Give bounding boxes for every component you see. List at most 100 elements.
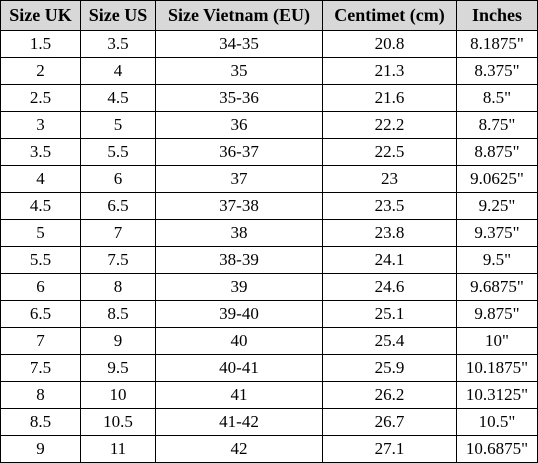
header-centimet: Centimet (cm) [322, 0, 457, 31]
table-body: 1.5 3.5 34-35 20.8 8.1875" 2 4 35 21.3 8… [0, 30, 538, 463]
cell-centimet: 23.5 [322, 192, 457, 220]
cell-inches: 8.75" [456, 111, 538, 139]
cell-size-uk: 4.5 [0, 192, 81, 220]
cell-inches: 9.875" [456, 300, 538, 328]
cell-size-us: 5 [80, 111, 156, 139]
header-row: Size UK Size US Size Vietnam (EU) Centim… [0, 0, 538, 31]
table-row: 2.5 4.5 35-36 21.6 8.5" [0, 84, 538, 112]
cell-size-uk: 5.5 [0, 246, 81, 274]
cell-inches: 9.0625" [456, 165, 538, 193]
table-row: 5 7 38 23.8 9.375" [0, 219, 538, 247]
cell-centimet: 21.6 [322, 84, 457, 112]
cell-size-eu: 41 [155, 381, 323, 409]
cell-centimet: 23 [322, 165, 457, 193]
cell-size-uk: 7 [0, 327, 81, 355]
cell-size-uk: 5 [0, 219, 81, 247]
cell-inches: 10.3125" [456, 381, 538, 409]
header-inches: Inches [456, 0, 538, 31]
cell-size-eu: 35 [155, 57, 323, 85]
cell-size-eu: 42 [155, 435, 323, 463]
table-header: Size UK Size US Size Vietnam (EU) Centim… [0, 0, 538, 31]
cell-centimet: 24.6 [322, 273, 457, 301]
cell-size-uk: 2.5 [0, 84, 81, 112]
table-row: 4.5 6.5 37-38 23.5 9.25" [0, 192, 538, 220]
table-row: 4 6 37 23 9.0625" [0, 165, 538, 193]
cell-centimet: 25.1 [322, 300, 457, 328]
header-size-us: Size US [80, 0, 156, 31]
cell-inches: 9.25" [456, 192, 538, 220]
cell-centimet: 26.2 [322, 381, 457, 409]
cell-size-us: 8.5 [80, 300, 156, 328]
cell-size-uk: 3 [0, 111, 81, 139]
cell-centimet: 26.7 [322, 408, 457, 436]
cell-centimet: 24.1 [322, 246, 457, 274]
cell-centimet: 21.3 [322, 57, 457, 85]
table-row: 8 10 41 26.2 10.3125" [0, 381, 538, 409]
cell-size-eu: 37-38 [155, 192, 323, 220]
table-row: 7.5 9.5 40-41 25.9 10.1875" [0, 354, 538, 382]
cell-size-eu: 36-37 [155, 138, 323, 166]
cell-size-us: 6 [80, 165, 156, 193]
cell-inches: 8.375" [456, 57, 538, 85]
table-row: 9 11 42 27.1 10.6875" [0, 435, 538, 463]
cell-size-us: 10.5 [80, 408, 156, 436]
cell-inches: 10.6875" [456, 435, 538, 463]
cell-inches: 9.6875" [456, 273, 538, 301]
cell-size-us: 9 [80, 327, 156, 355]
table-row: 3.5 5.5 36-37 22.5 8.875" [0, 138, 538, 166]
cell-size-uk: 9 [0, 435, 81, 463]
table-row: 3 5 36 22.2 8.75" [0, 111, 538, 139]
table-row: 7 9 40 25.4 10" [0, 327, 538, 355]
table-row: 6 8 39 24.6 9.6875" [0, 273, 538, 301]
table-row: 1.5 3.5 34-35 20.8 8.1875" [0, 30, 538, 58]
table-row: 5.5 7.5 38-39 24.1 9.5" [0, 246, 538, 274]
cell-size-us: 8 [80, 273, 156, 301]
header-size-uk: Size UK [0, 0, 81, 31]
cell-size-uk: 2 [0, 57, 81, 85]
cell-size-uk: 6.5 [0, 300, 81, 328]
cell-inches: 10.1875" [456, 354, 538, 382]
cell-size-uk: 8 [0, 381, 81, 409]
cell-centimet: 27.1 [322, 435, 457, 463]
cell-inches: 8.875" [456, 138, 538, 166]
cell-inches: 10.5" [456, 408, 538, 436]
table-row: 6.5 8.5 39-40 25.1 9.875" [0, 300, 538, 328]
cell-size-us: 5.5 [80, 138, 156, 166]
cell-size-eu: 38-39 [155, 246, 323, 274]
cell-centimet: 20.8 [322, 30, 457, 58]
cell-size-eu: 40-41 [155, 354, 323, 382]
cell-inches: 9.5" [456, 246, 538, 274]
cell-centimet: 25.4 [322, 327, 457, 355]
table-row: 8.5 10.5 41-42 26.7 10.5" [0, 408, 538, 436]
cell-size-us: 11 [80, 435, 156, 463]
cell-size-us: 6.5 [80, 192, 156, 220]
cell-inches: 10" [456, 327, 538, 355]
cell-centimet: 22.2 [322, 111, 457, 139]
cell-size-uk: 8.5 [0, 408, 81, 436]
cell-centimet: 22.5 [322, 138, 457, 166]
cell-size-eu: 37 [155, 165, 323, 193]
cell-size-uk: 4 [0, 165, 81, 193]
cell-size-eu: 40 [155, 327, 323, 355]
cell-size-uk: 6 [0, 273, 81, 301]
cell-size-eu: 34-35 [155, 30, 323, 58]
cell-size-uk: 7.5 [0, 354, 81, 382]
cell-size-eu: 36 [155, 111, 323, 139]
cell-size-eu: 39 [155, 273, 323, 301]
cell-size-us: 9.5 [80, 354, 156, 382]
cell-size-uk: 3.5 [0, 138, 81, 166]
cell-inches: 8.1875" [456, 30, 538, 58]
cell-size-eu: 35-36 [155, 84, 323, 112]
cell-size-us: 4 [80, 57, 156, 85]
table-row: 2 4 35 21.3 8.375" [0, 57, 538, 85]
cell-size-eu: 38 [155, 219, 323, 247]
cell-size-us: 3.5 [80, 30, 156, 58]
cell-size-eu: 39-40 [155, 300, 323, 328]
cell-inches: 8.5" [456, 84, 538, 112]
cell-size-us: 7.5 [80, 246, 156, 274]
cell-centimet: 23.8 [322, 219, 457, 247]
cell-size-us: 10 [80, 381, 156, 409]
cell-centimet: 25.9 [322, 354, 457, 382]
cell-size-us: 7 [80, 219, 156, 247]
